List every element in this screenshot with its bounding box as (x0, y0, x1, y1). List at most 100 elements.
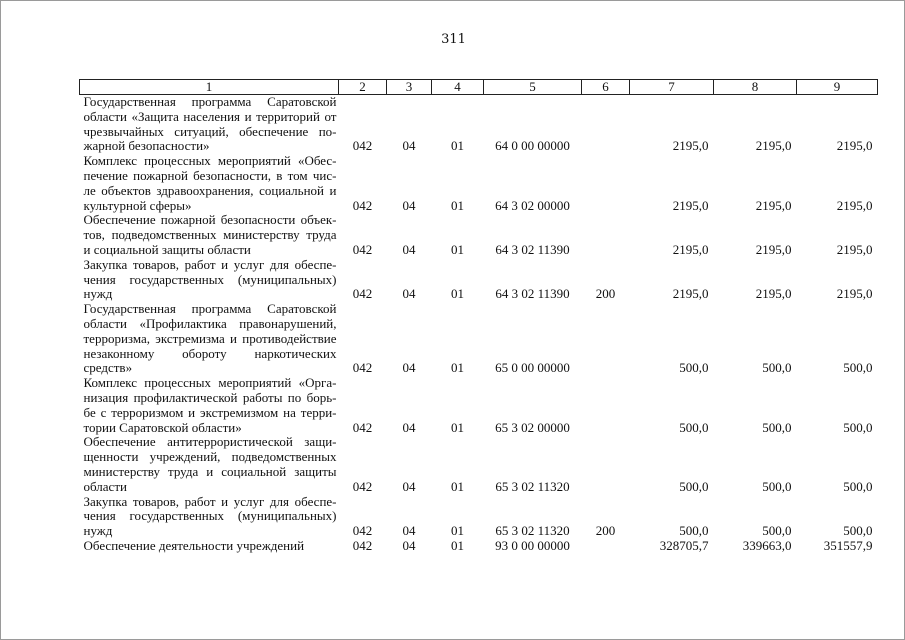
column-header-3: 3 (386, 79, 432, 95)
cell-col-9: 2195,0 (836, 138, 873, 154)
cell-col-3: 04 (402, 419, 416, 435)
description-line: нужд (83, 286, 113, 302)
description-line: Государственная программа Саратовской (83, 94, 337, 109)
row-description: Обеспечение деятельности учреждений (80, 537, 339, 554)
cell-col-9: 351557,9 (823, 537, 873, 553)
cell-col-6 (582, 435, 630, 494)
cell-col-2: 042 (352, 138, 373, 154)
cell-col-7: 2195,0 (672, 286, 709, 302)
column-header-5: 5 (483, 79, 582, 95)
cell-col-5: 64 3 02 11390 (495, 241, 570, 257)
cell-col-6 (582, 213, 630, 257)
column-header-9: 9 (796, 79, 878, 95)
cell-col-5: 93 0 00 00000 (495, 537, 570, 553)
column-header-1: 1 (79, 79, 339, 95)
row-description: Комплекс процессных мероприятий «Орга-ни… (80, 375, 339, 435)
cell-col-4: 01 (451, 197, 464, 213)
description-line: нужд (83, 523, 113, 539)
cell-col-9: 2195,0 (836, 286, 873, 302)
cell-col-2: 042 (352, 241, 373, 257)
cell-col-5: 65 3 02 11320 (495, 478, 570, 494)
cell-col-6 (582, 302, 630, 376)
description-line: ле объектов здравоохранения, социальной … (83, 182, 337, 198)
table-row: Обеспечение антитеррористической защи-ще… (80, 435, 878, 494)
cell-col-5: 65 0 00 00000 (495, 360, 570, 376)
cell-col-5: 64 3 02 11390 (495, 286, 570, 302)
description-line: Закупка товаров, работ и услуг для обесп… (83, 256, 337, 272)
cell-col-4: 01 (451, 537, 464, 553)
description-line: Обеспечение антитеррористической защи- (83, 434, 337, 450)
table-row: Комплекс процессных мероприятий «Орга-ни… (80, 375, 878, 435)
row-description: Государственная программа Саратовской обл… (80, 94, 339, 155)
cell-col-6 (582, 376, 630, 435)
cell-col-5: 65 3 02 00000 (495, 419, 570, 435)
description-line: Закупка товаров, работ и услуг для обесп… (83, 493, 337, 509)
description-line: Обеспечение пожарной безопасности объек- (83, 212, 337, 228)
cell-col-5: 64 0 00 00000 (495, 138, 570, 154)
row-description: Комплекс процессных мероприятий «Обес-пе… (80, 153, 339, 213)
cell-col-6: 200 (595, 523, 616, 539)
description-line: области (83, 478, 127, 494)
cell-col-5: 65 3 02 11320 (495, 523, 570, 539)
cell-col-2: 042 (352, 537, 373, 553)
description-line: области «Профилактика правонарушений, (83, 315, 337, 331)
description-line: области «Защита населения и территорий о… (83, 108, 337, 124)
cell-col-3: 04 (402, 478, 416, 494)
cell-col-7: 2195,0 (672, 241, 709, 257)
cell-col-9: 2195,0 (836, 241, 873, 257)
column-header-6: 6 (581, 79, 630, 95)
cell-col-9: 2195,0 (836, 197, 873, 213)
cell-col-7: 500,0 (679, 478, 709, 494)
cell-col-8: 500,0 (762, 523, 792, 539)
cell-col-9: 500,0 (843, 478, 873, 494)
table-row: Закупка товаров, работ и услуг для обесп… (80, 493, 878, 539)
description-line: и социальной защиты области (83, 241, 251, 257)
cell-col-9: 500,0 (843, 360, 873, 376)
cell-col-2: 042 (352, 523, 373, 539)
description-line: Комплекс процессных мероприятий «Обес- (83, 153, 337, 169)
cell-col-4: 01 (451, 241, 464, 257)
description-line: Государственная программа Саратовской (83, 301, 337, 317)
description-line: средств» (83, 360, 133, 376)
cell-col-4: 01 (451, 419, 464, 435)
cell-col-2: 042 (352, 286, 373, 302)
cell-col-8: 500,0 (762, 419, 792, 435)
description-line: Комплекс процессных мероприятий «Орга- (83, 375, 337, 391)
cell-col-8: 500,0 (762, 360, 792, 376)
cell-col-7: 500,0 (679, 523, 709, 539)
description-line: Обеспечение деятельности учреждений (83, 537, 305, 553)
row-description: Обеспечение пожарной безопасности объек-… (80, 213, 339, 257)
description-line: чения государственных (муниципальных) (83, 508, 337, 524)
cell-col-7: 2195,0 (672, 138, 709, 154)
description-line: жарной безопасности» (83, 138, 210, 154)
cell-col-6: 200 (595, 286, 616, 302)
description-line: низация профилактической работы по борь- (83, 389, 337, 405)
column-header-8: 8 (713, 79, 797, 95)
table-row: Государственная программа Саратовской обл… (80, 301, 878, 376)
description-line: щенности учреждений, подведомственных (83, 449, 337, 465)
description-line: терроризма, экстремизма и противодействи… (83, 330, 337, 346)
cell-col-7: 500,0 (679, 360, 709, 376)
description-line: бе с терроризмом и экстремизмом на терри… (83, 404, 337, 420)
cell-col-4: 01 (451, 286, 464, 302)
description-line: культурной сферы» (83, 197, 192, 213)
cell-col-6 (582, 539, 630, 554)
cell-col-8: 2195,0 (755, 197, 792, 213)
cell-col-6 (582, 95, 630, 155)
description-line: чрезвычайных ситуаций, обеспечение по- (83, 123, 337, 139)
row-description: Закупка товаров, работ и услуг для обесп… (80, 493, 339, 539)
cell-col-6 (582, 154, 630, 213)
row-description: Обеспечение антитеррористической защи-ще… (80, 435, 339, 494)
row-description: Закупка товаров, работ и услуг для обесп… (80, 256, 339, 302)
description-line: печение пожарной безопасности, в том чис… (83, 167, 337, 183)
cell-col-5: 64 3 02 00000 (495, 197, 570, 213)
cell-col-8: 500,0 (762, 478, 792, 494)
cell-col-3: 04 (402, 523, 416, 539)
cell-col-4: 01 (451, 523, 464, 539)
cell-col-7: 328705,7 (659, 537, 709, 553)
cell-col-3: 04 (402, 537, 416, 553)
cell-col-8: 2195,0 (755, 241, 792, 257)
cell-col-4: 01 (451, 138, 464, 154)
description-line: чения государственных (муниципальных) (83, 271, 337, 287)
